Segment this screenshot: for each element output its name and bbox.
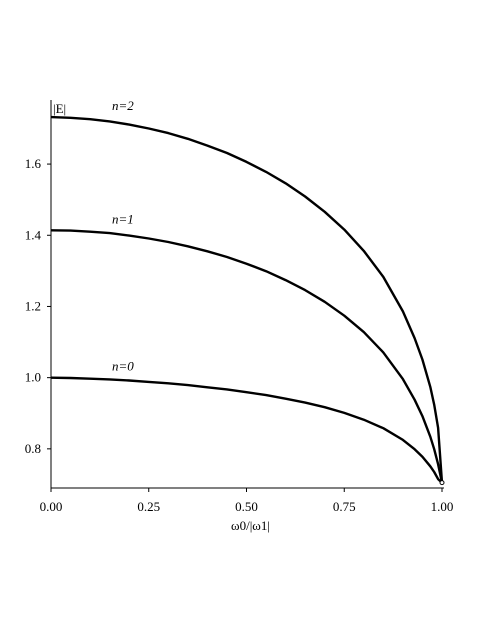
x-tick-label: 0.25 bbox=[137, 499, 160, 514]
y-axis-label: |E| bbox=[53, 101, 66, 116]
axes bbox=[50, 100, 444, 489]
series-line-n2 bbox=[50, 115, 444, 483]
series-group bbox=[50, 115, 444, 484]
x-axis-label: ω0/|ω1| bbox=[231, 518, 270, 533]
y-tick-label: 0.8 bbox=[25, 441, 41, 456]
series-line-n0 bbox=[50, 376, 443, 484]
x-tick-label: 0.50 bbox=[235, 499, 258, 514]
endpoint-marker bbox=[439, 480, 445, 486]
x-ticks: 0.00 0.25 0.50 0.75 1.00 bbox=[40, 488, 454, 514]
series-label: n=1 bbox=[112, 211, 134, 226]
x-tick-label: 0.00 bbox=[40, 499, 63, 514]
x-tick-label: 1.00 bbox=[431, 499, 454, 514]
y-ticks: 0.8 1.0 1.2 1.4 1.6 bbox=[25, 156, 51, 456]
series-label: n=2 bbox=[112, 98, 134, 113]
y-tick-label: 1.0 bbox=[25, 370, 41, 385]
series-label: n=0 bbox=[112, 359, 134, 374]
y-tick-label: 1.6 bbox=[25, 156, 42, 171]
y-tick-label: 1.2 bbox=[25, 298, 41, 313]
series-labels: n=0 n=1 n=2 bbox=[112, 98, 134, 374]
series-line-n1 bbox=[50, 229, 444, 483]
x-tick-label: 0.75 bbox=[333, 499, 356, 514]
y-tick-label: 1.4 bbox=[25, 227, 42, 242]
